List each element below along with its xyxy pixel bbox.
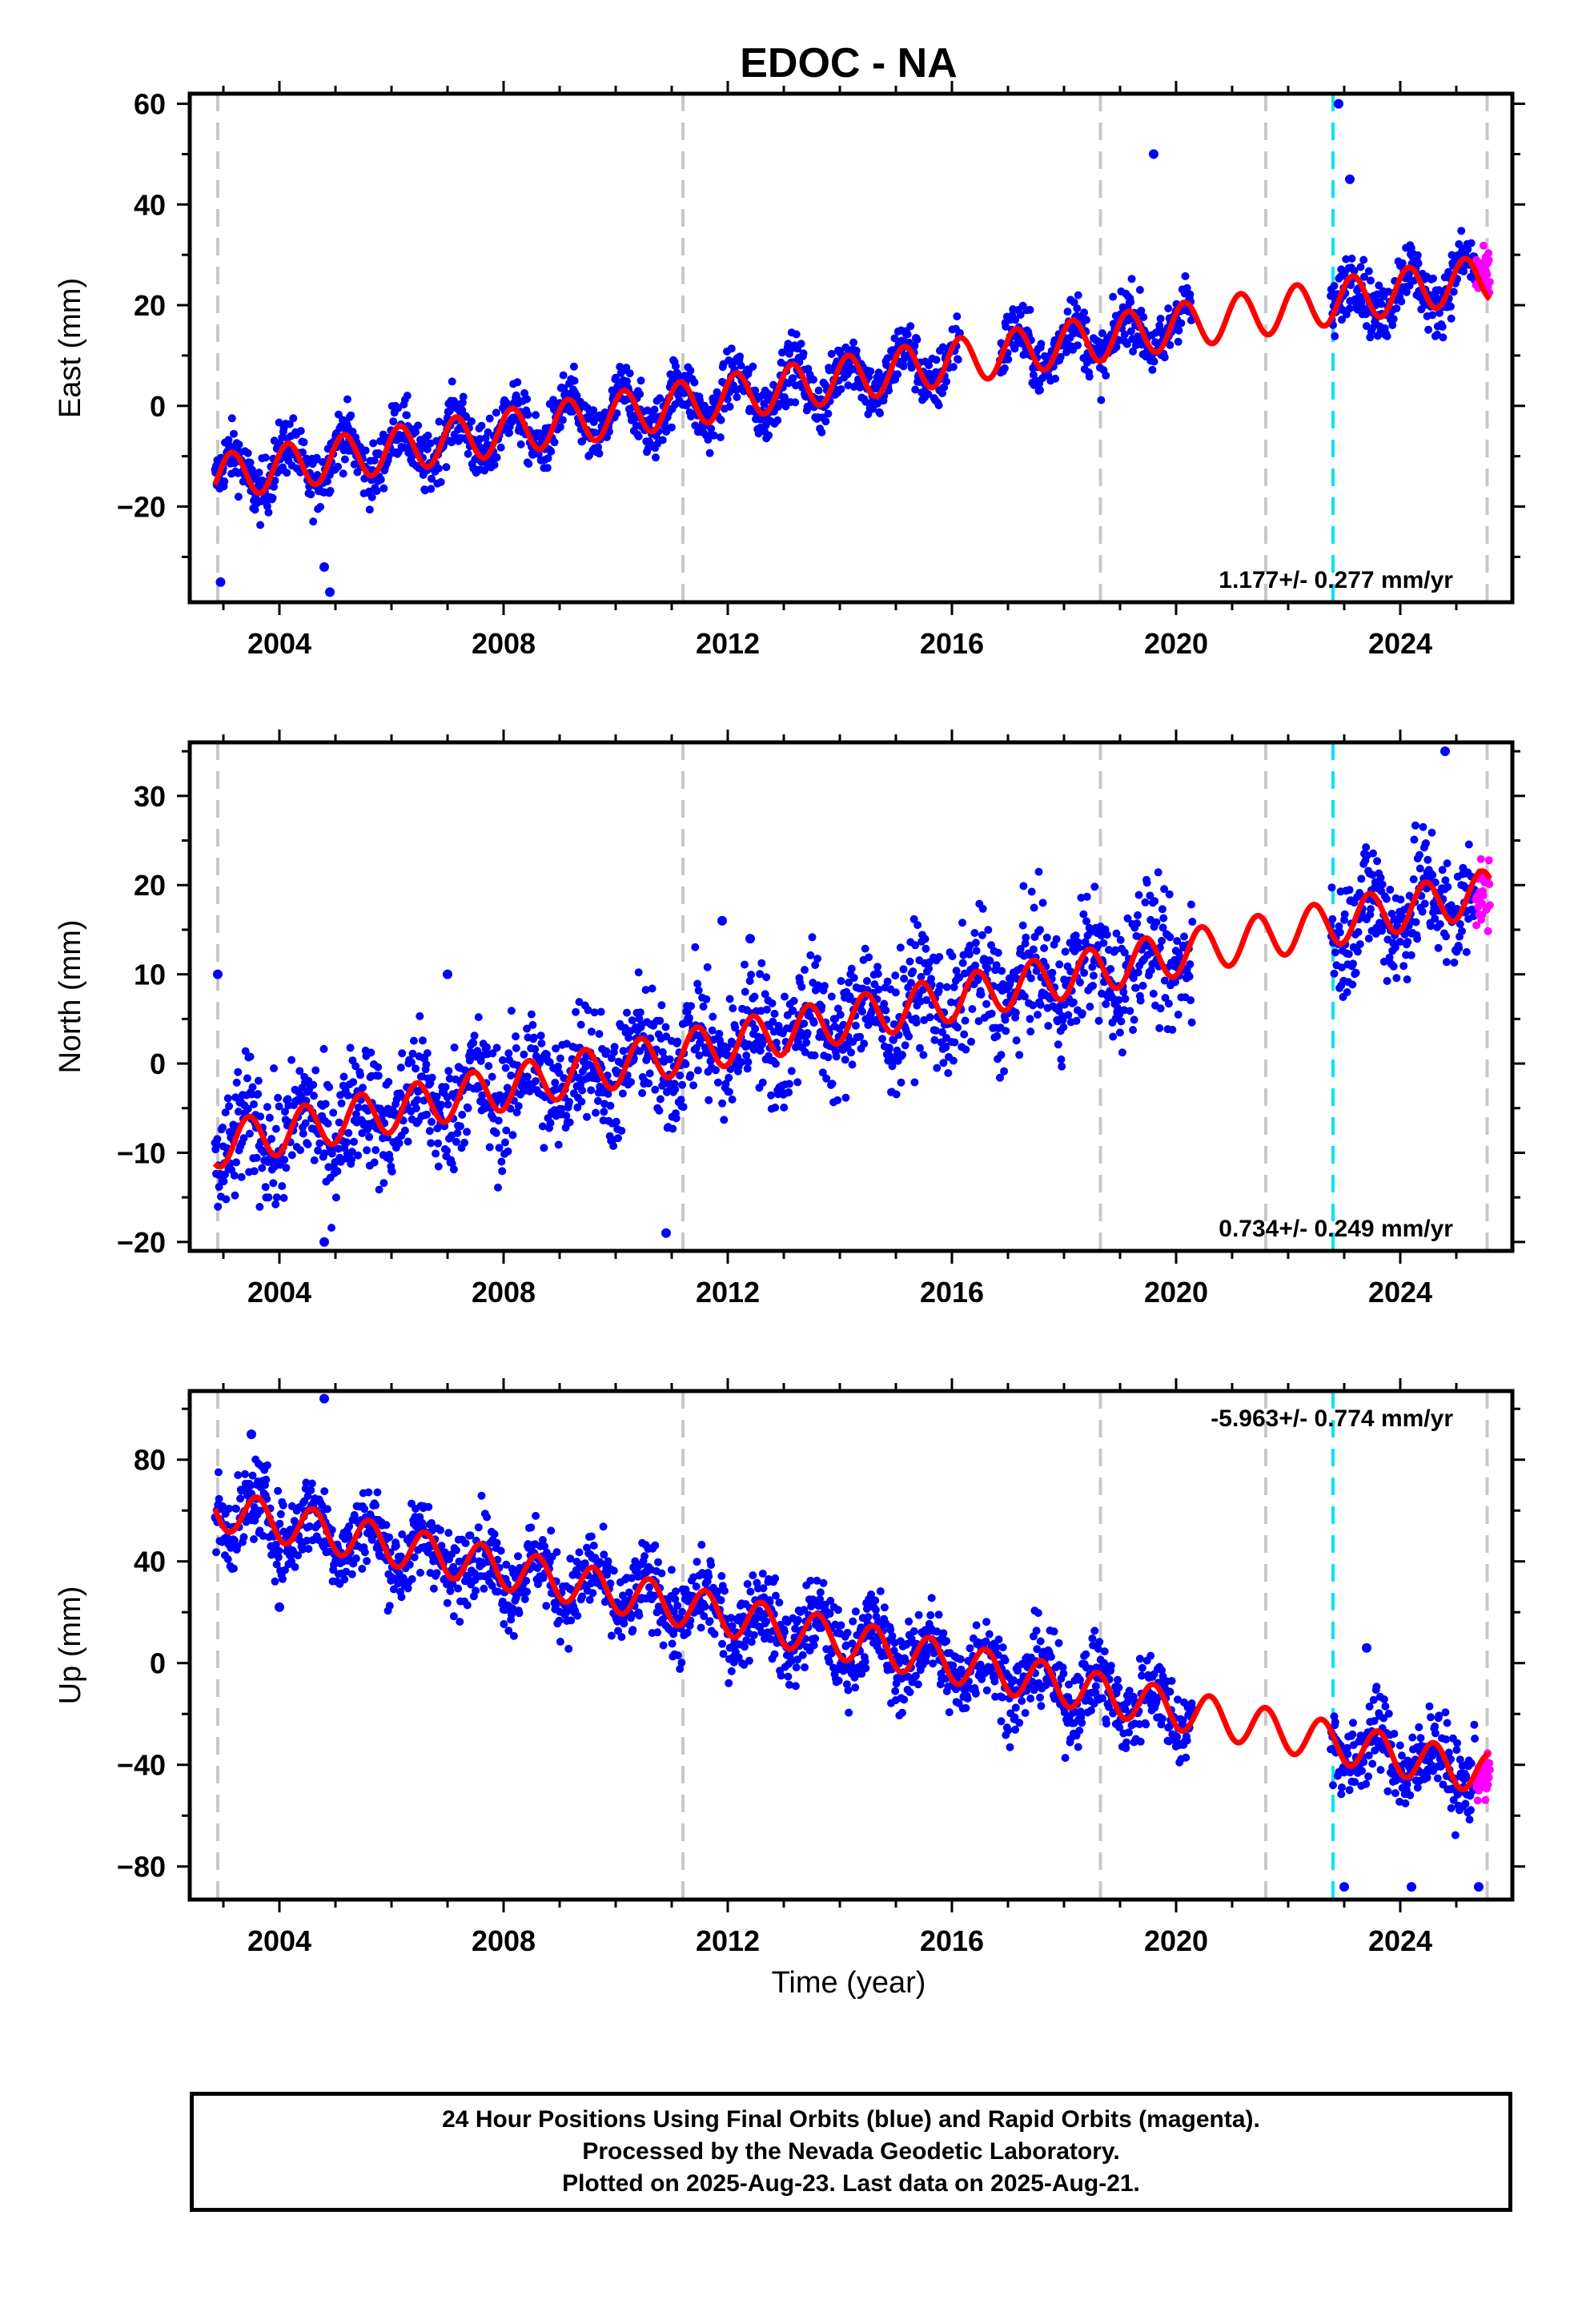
up-panel: 2004 2008 2012 2016 2020 2024 −80 −40 0 40 80 Up (m… (54, 1378, 1525, 1957)
up-y-tick-label: 0 (150, 1647, 166, 1680)
east-y-tick-label: 40 (134, 188, 166, 221)
north-y-axis-label: North (mm) (54, 919, 87, 1073)
up-y-tick-label: 40 (134, 1546, 166, 1578)
up-x-tick-label: 2016 (920, 1924, 984, 1957)
up-plot-area (211, 1391, 1494, 1900)
up-x-tick-label: 2024 (1368, 1924, 1432, 1957)
east-y-tick-label: 0 (150, 390, 166, 423)
north-rapid-orbit-points (1472, 855, 1494, 935)
east-x-tick-label: 2008 (472, 627, 536, 660)
up-y-axis-label: Up (mm) (54, 1586, 87, 1705)
up-x-tick-label: 2008 (472, 1924, 536, 1957)
up-x-tick-label: 2012 (696, 1924, 760, 1957)
north-final-orbit-points (211, 746, 1480, 1247)
north-y-tick-label: 20 (134, 869, 166, 902)
north-x-tick-label: 2024 (1368, 1276, 1432, 1309)
north-y-tick-label: −20 (117, 1226, 166, 1259)
chart-title: EDOC - NA (740, 40, 958, 86)
north-x-tick-label: 2012 (696, 1276, 760, 1309)
up-y-tick-label: 80 (134, 1444, 166, 1477)
figure: EDOC - NA 2004 2008 2012 2016 2020 2024−20020… (0, 0, 1582, 2324)
east-x-tick-label: 2020 (1144, 627, 1208, 660)
east-panel: 2004 2008 2012 2016 2020 2024 −20 0 20 40 60 East (… (54, 81, 1525, 660)
up-x-tick-label: 2020 (1144, 1924, 1208, 1957)
x-axis-label: Time (year) (772, 1966, 926, 2000)
up-final-orbit-points (211, 1394, 1484, 1892)
north-panel: 2004 2008 2012 2016 2020 2024 −20 −10 0 10 20 30 Nor… (54, 730, 1525, 1309)
up-y-tick-label: −80 (117, 1851, 166, 1884)
north-plot-area (211, 742, 1494, 1251)
north-y-tick-label: 30 (134, 780, 166, 813)
north-x-tick-label: 2020 (1144, 1276, 1208, 1309)
east-rate-label: 1.177+/- 0.277 mm/yr (1219, 567, 1453, 593)
east-y-tick-label: 60 (134, 88, 166, 121)
north-x-tick-label: 2004 (247, 1276, 311, 1309)
east-x-tick-label: 2016 (920, 627, 984, 660)
east-model-curve (215, 259, 1491, 493)
up-y-tick-label: −40 (117, 1749, 166, 1782)
footer-line-1: 24 Hour Positions Using Final Orbits (bl… (442, 2104, 1260, 2136)
north-y-tick-label: −10 (117, 1136, 166, 1169)
footer-box: 24 Hour Positions Using Final Orbits (bl… (190, 2092, 1512, 2212)
east-final-orbit-points (211, 99, 1480, 597)
north-rate-label: 0.734+/- 0.249 mm/yr (1219, 1216, 1453, 1242)
up-rate-label: -5.963+/- 0.774 mm/yr (1211, 1405, 1453, 1432)
east-x-tick-label: 2004 (247, 627, 311, 660)
footer-line-2: Processed by the Nevada Geodetic Laborat… (582, 2136, 1119, 2168)
east-x-tick-label: 2024 (1368, 627, 1432, 660)
up-x-tick-label: 2004 (247, 1924, 311, 1957)
north-y-tick-label: 10 (134, 959, 166, 991)
east-y-tick-label: 20 (134, 289, 166, 322)
east-y-axis-label: East (mm) (54, 278, 87, 418)
east-y-tick-label: −20 (117, 491, 166, 524)
east-x-tick-label: 2012 (696, 627, 760, 660)
north-x-tick-label: 2016 (920, 1276, 984, 1309)
footer-line-3: Plotted on 2025-Aug-23. Last data on 202… (562, 2168, 1140, 2200)
east-plot-area (211, 94, 1494, 602)
north-y-tick-label: 0 (150, 1047, 166, 1080)
north-x-tick-label: 2008 (472, 1276, 536, 1309)
